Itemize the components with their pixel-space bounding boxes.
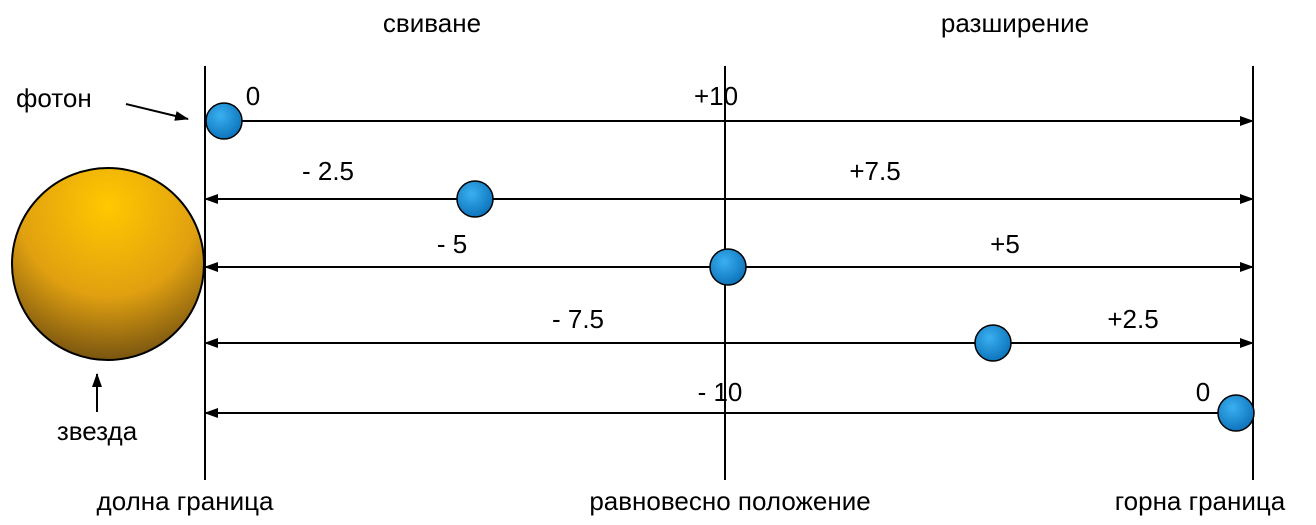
expansion-label: разширение xyxy=(941,8,1089,38)
row-right-label: 0 xyxy=(1196,377,1210,407)
row-left-label: 0 xyxy=(246,81,260,111)
row-right-label: +7.5 xyxy=(849,156,900,186)
photon-label: фотон xyxy=(16,83,92,113)
row-right-label: +5 xyxy=(990,229,1020,259)
row-right-label: +2.5 xyxy=(1107,304,1158,334)
photon xyxy=(456,180,494,218)
photon-pointer xyxy=(125,103,189,121)
photon xyxy=(709,248,747,286)
row-left-label: - 7.5 xyxy=(552,304,604,334)
compression-label: свиване xyxy=(383,8,481,38)
star-label: звезда xyxy=(57,416,138,446)
bottom-label: горна граница xyxy=(1115,486,1286,516)
star xyxy=(11,167,205,361)
row-left-label: - 5 xyxy=(437,229,467,259)
row-left-label: - 2.5 xyxy=(302,156,354,186)
bottom-label: долна граница xyxy=(97,486,274,516)
bottom-label: равновесно положение xyxy=(589,486,870,516)
photon xyxy=(1217,394,1255,432)
photon xyxy=(205,102,243,140)
row-right-label: +10 xyxy=(694,81,738,111)
photon xyxy=(974,324,1012,362)
row-left-label: - 10 xyxy=(698,377,743,407)
